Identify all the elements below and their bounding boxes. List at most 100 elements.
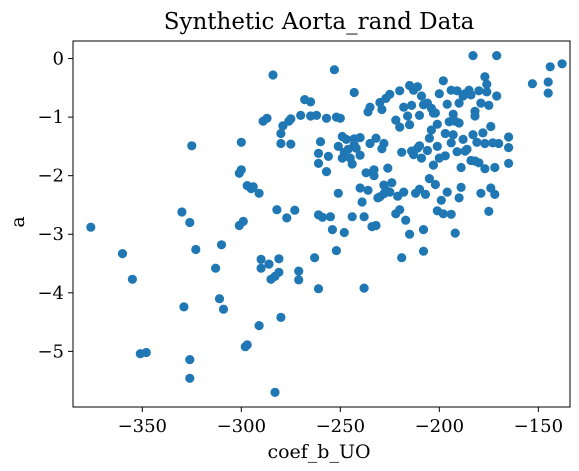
data-point <box>430 179 440 190</box>
data-point <box>310 253 320 263</box>
data-point <box>333 141 343 151</box>
data-point <box>494 138 504 149</box>
x-axis-label: coef_b_UO <box>267 441 370 463</box>
data-point <box>262 113 272 123</box>
data-point <box>448 130 458 140</box>
data-point <box>504 158 514 168</box>
data-point <box>480 164 490 174</box>
data-point <box>179 302 189 312</box>
data-point <box>426 125 436 135</box>
data-point <box>185 217 195 228</box>
data-point <box>339 227 349 238</box>
data-point <box>405 229 415 239</box>
x-tick-label: −200 <box>415 416 464 437</box>
data-point <box>349 87 359 98</box>
data-point <box>185 373 195 383</box>
data-point <box>365 102 375 112</box>
data-point <box>468 130 478 140</box>
data-point <box>395 205 405 215</box>
data-point <box>313 284 324 294</box>
data-point <box>371 220 381 231</box>
data-point <box>454 193 464 203</box>
data-point <box>311 110 322 120</box>
data-point <box>315 137 326 147</box>
data-point <box>236 137 246 147</box>
data-point <box>282 213 292 223</box>
data-point <box>490 162 500 173</box>
data-point <box>214 294 225 304</box>
data-point <box>385 89 395 99</box>
data-point <box>313 148 324 158</box>
data-point <box>351 143 361 153</box>
data-point <box>543 88 553 98</box>
data-point <box>436 195 446 205</box>
data-point <box>424 133 434 143</box>
data-point <box>141 347 151 358</box>
data-point <box>424 174 434 184</box>
data-point <box>286 114 296 124</box>
y-tick-label: −3 <box>37 224 64 245</box>
data-point <box>313 158 324 168</box>
data-point <box>86 222 96 232</box>
data-point <box>294 266 304 276</box>
data-point <box>341 134 351 144</box>
data-point <box>218 304 229 314</box>
data-point <box>238 216 248 226</box>
data-point <box>177 207 187 217</box>
data-point <box>359 212 369 222</box>
data-point <box>414 141 425 151</box>
data-point <box>395 86 405 96</box>
data-point <box>456 162 466 173</box>
data-point <box>264 259 274 269</box>
data-point <box>363 185 373 195</box>
y-axis: 0 −1 −2 −3 −4 −5 <box>37 49 73 362</box>
data-point <box>452 147 462 157</box>
data-point <box>440 151 450 161</box>
data-point <box>377 104 387 115</box>
data-point <box>545 62 555 72</box>
data-point <box>442 187 452 197</box>
data-point <box>466 90 476 100</box>
data-point <box>317 212 328 222</box>
data-point <box>191 244 201 255</box>
data-point <box>355 150 365 160</box>
data-point <box>412 82 423 92</box>
x-tick-label: −150 <box>514 416 563 437</box>
data-point <box>468 51 478 61</box>
data-point <box>416 153 427 163</box>
data-point <box>355 133 365 143</box>
data-point <box>414 110 425 120</box>
data-point <box>294 275 304 285</box>
data-point <box>355 183 365 193</box>
data-point <box>557 59 567 69</box>
data-point <box>492 51 502 61</box>
data-point <box>454 98 464 108</box>
data-point <box>347 212 357 222</box>
data-point <box>446 138 456 148</box>
data-point <box>432 119 442 129</box>
data-point <box>254 188 264 198</box>
data-point <box>422 145 432 156</box>
y-axis-label: a <box>7 216 29 227</box>
data-point <box>504 143 514 153</box>
data-point <box>428 160 438 170</box>
data-point <box>357 197 367 207</box>
y-tick-label: −4 <box>37 283 64 304</box>
data-point <box>407 100 417 110</box>
data-point <box>211 263 221 273</box>
y-tick-label: 0 <box>53 49 64 70</box>
data-point <box>418 246 429 256</box>
data-point <box>333 188 343 198</box>
data-point <box>482 87 492 97</box>
data-point <box>401 215 411 225</box>
data-point <box>276 312 286 322</box>
data-point <box>492 91 502 101</box>
data-point <box>371 133 381 143</box>
data-point <box>296 110 306 120</box>
data-point <box>420 189 431 199</box>
x-tick-label: −350 <box>118 416 167 437</box>
data-point <box>480 138 490 149</box>
data-point <box>347 159 357 169</box>
data-point <box>327 225 337 235</box>
